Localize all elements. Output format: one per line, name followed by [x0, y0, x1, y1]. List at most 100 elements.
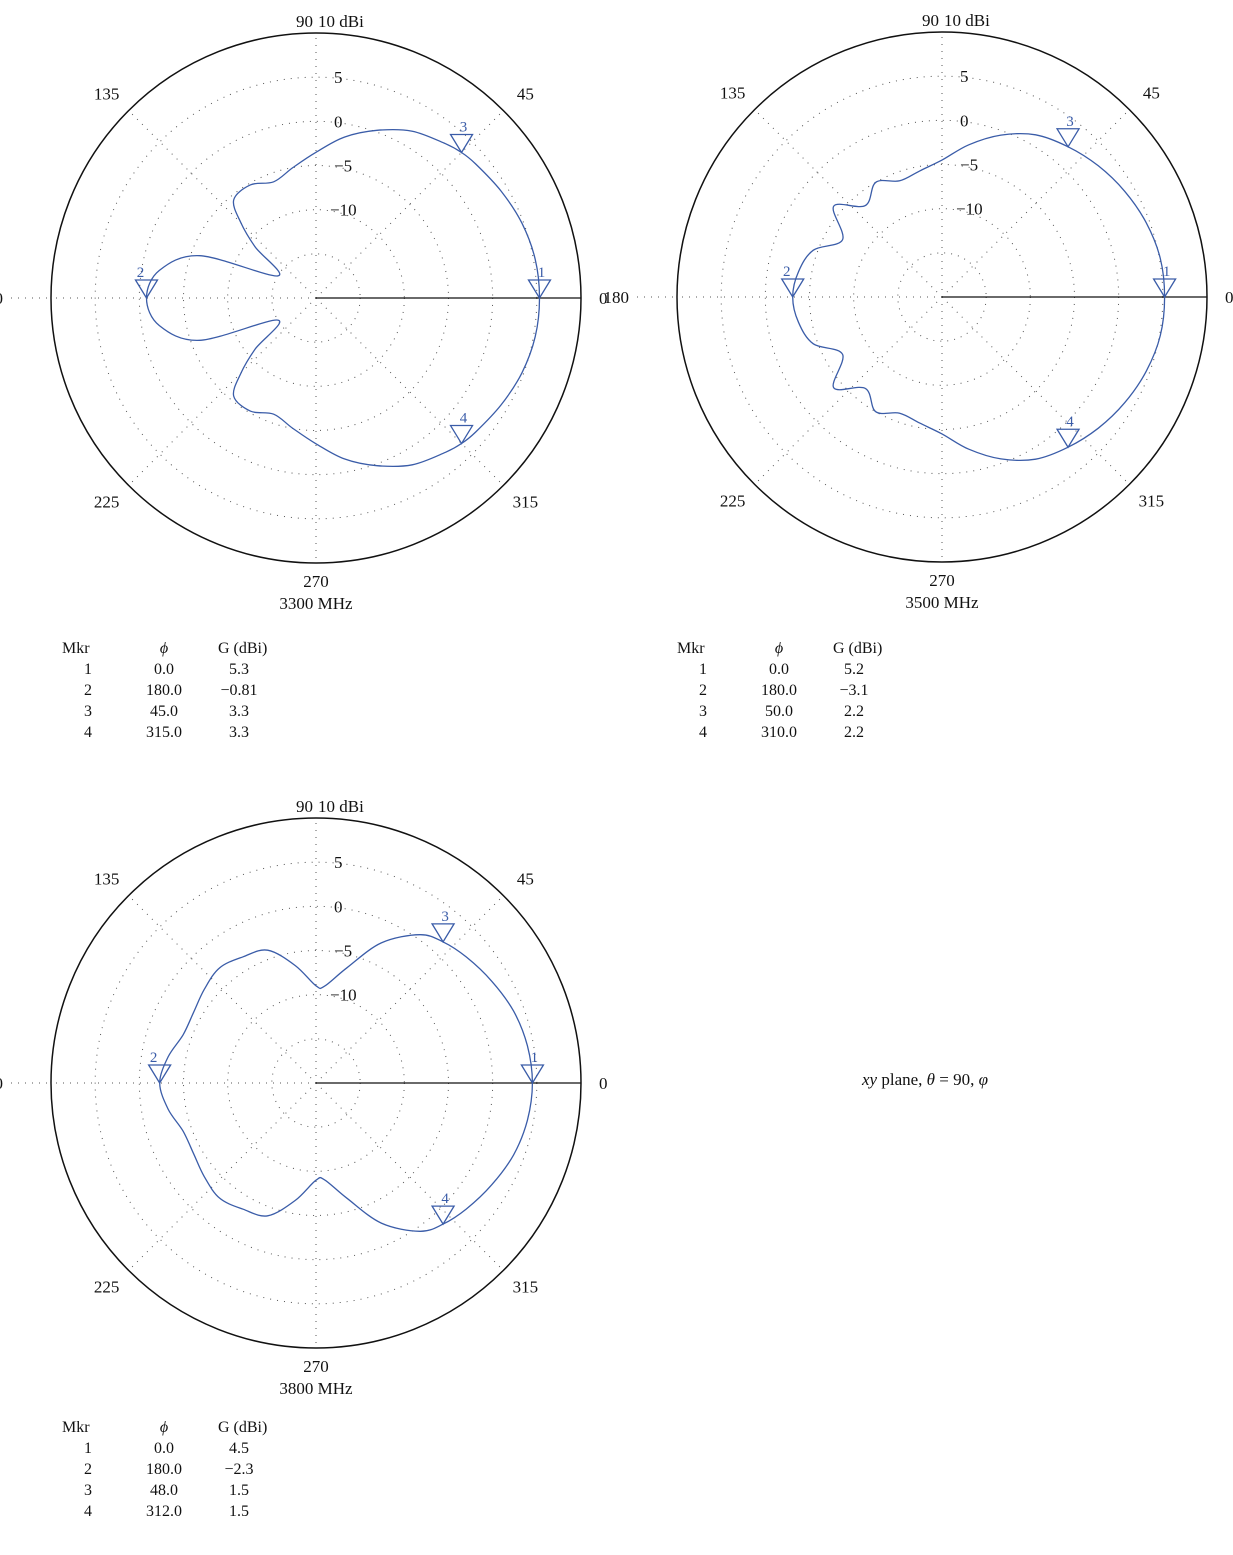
radial-tick-label: 5: [334, 68, 343, 87]
marker-triangle-2: [147, 1064, 172, 1085]
grid-spoke: [128, 297, 317, 486]
header-mkr: Mkr: [677, 639, 705, 657]
table-header-row: Mkr ϕ G (dBi): [677, 638, 889, 659]
radial-tick-label: 0: [334, 112, 343, 131]
marker-number-2: 2: [783, 264, 791, 280]
cell-phi: 180.0: [146, 1460, 182, 1478]
cell-mkr: 4: [84, 1502, 92, 1520]
cell-phi: 45.0: [150, 702, 178, 720]
cell-mkr: 4: [84, 723, 92, 741]
angle-label-180: 180: [0, 1074, 3, 1093]
marker-number-1: 1: [531, 1050, 539, 1066]
angle-label-315: 315: [513, 492, 539, 511]
angle-label-0: 0: [599, 289, 608, 308]
angle-label-180: 180: [604, 288, 630, 307]
cell-phi: 180.0: [146, 681, 182, 699]
cell-phi: 315.0: [146, 723, 182, 741]
table-row: 4 312.0 1.5: [62, 1501, 274, 1522]
cell-gain: 3.3: [229, 723, 249, 741]
header-mkr: Mkr: [62, 639, 90, 657]
radial-tick-label: 0: [334, 897, 343, 916]
table-header-row: Mkr ϕ G (dBi): [62, 1417, 274, 1438]
radial-tick-label: −5: [960, 156, 978, 175]
angle-label-90: 90: [296, 797, 313, 816]
grid-spoke: [128, 1082, 317, 1271]
grid-spoke: [315, 1082, 504, 1271]
table-row: 4 310.0 2.2: [677, 722, 889, 743]
cell-phi: 180.0: [761, 681, 797, 699]
marker-triangle-2: [780, 278, 805, 299]
marker-number-1: 1: [538, 265, 546, 281]
marker-triangle-4: [1055, 428, 1081, 449]
table-row: 2 180.0 −2.3: [62, 1459, 274, 1480]
cell-mkr: 2: [84, 681, 92, 699]
cell-phi: 0.0: [154, 1439, 174, 1457]
cell-mkr: 2: [84, 1460, 92, 1478]
caption-phi: φ: [978, 1070, 989, 1089]
caption-plane: plane,: [877, 1070, 927, 1089]
table-row: 4 315.0 3.3: [62, 722, 274, 743]
marker-number-4: 4: [441, 1191, 449, 1207]
marker-triangle-1: [1152, 278, 1177, 299]
marker-triangle-4: [430, 1205, 456, 1226]
header-phi: ϕ: [159, 1418, 169, 1436]
cell-mkr: 1: [84, 660, 92, 678]
cell-gain: 3.3: [229, 702, 249, 720]
grid-spoke: [315, 297, 504, 486]
radial-tick-label: 0: [960, 111, 969, 130]
radial-tick-label: −10: [330, 986, 357, 1005]
marker-triangle-4: [449, 424, 474, 445]
cell-phi: 310.0: [761, 723, 797, 741]
frequency-label: 3800 MHz: [279, 1379, 353, 1398]
table-header-row: Mkr ϕ G (dBi): [62, 638, 274, 659]
outer-circle: [50, 32, 582, 564]
angle-label-135: 135: [720, 83, 746, 102]
table-row: 3 50.0 2.2: [677, 701, 889, 722]
angle-label-270: 270: [303, 1357, 329, 1376]
angle-label-135: 135: [94, 84, 120, 103]
radial-unit-label: 10 dBi: [944, 11, 990, 30]
caption-xy: xy: [862, 1070, 878, 1089]
polar-chart-3500mhz: 0 45 90 135 180 225 270 315 10 dBi 5 0 −5 −10 3500 MH…: [604, 11, 1233, 612]
angle-label-315: 315: [513, 1277, 539, 1296]
header-gain: G (dBi): [218, 1418, 268, 1436]
cell-gain: 1.5: [229, 1502, 249, 1520]
cell-gain: −0.81: [220, 681, 258, 699]
marker-number-3: 3: [441, 909, 449, 925]
cell-phi: 312.0: [146, 1502, 182, 1520]
plane-caption: xy plane, θ = 90, φ: [862, 1070, 988, 1090]
cell-gain: −2.3: [224, 1460, 254, 1478]
angle-label-225: 225: [720, 491, 746, 510]
angle-label-45: 45: [517, 84, 534, 103]
cell-gain: −3.1: [839, 681, 869, 699]
angle-label-90: 90: [296, 12, 313, 31]
cell-mkr: 2: [699, 681, 707, 699]
header-gain: G (dBi): [833, 639, 883, 657]
angle-label-45: 45: [1143, 83, 1160, 102]
marker-table-3800mhz: Mkr ϕ G (dBi) 1 0.0 4.5 2 180.0 −2.3 3 48.0 1.5 4…: [62, 1417, 274, 1522]
angle-label-0: 0: [1225, 288, 1233, 307]
cell-mkr: 3: [699, 702, 707, 720]
marker-table-3300mhz: Mkr ϕ G (dBi) 1 0.0 5.3 2 180.0 −0.81 3 45.0 3.3…: [62, 638, 274, 743]
radial-tick-label: −10: [956, 200, 983, 219]
caption-theta: θ: [926, 1070, 936, 1089]
polar-chart-3300mhz: 0 45 90 135 180 225 270 315 10 dBi 5 0 −5 −10 3300 MH…: [0, 12, 608, 613]
cell-mkr: 1: [699, 660, 707, 678]
table-row: 2 180.0 −0.81: [62, 680, 274, 701]
marker-triangle-2: [134, 279, 159, 300]
radial-unit-label: 10 dBi: [318, 797, 364, 816]
cell-phi: 48.0: [150, 1481, 178, 1499]
marker-number-4: 4: [460, 411, 468, 427]
grid-spoke: [754, 296, 943, 485]
cell-gain: 2.2: [844, 723, 864, 741]
angle-label-270: 270: [929, 571, 955, 590]
marker-triangle-1: [520, 1064, 545, 1085]
table-row: 3 48.0 1.5: [62, 1480, 274, 1501]
marker-number-3: 3: [460, 119, 468, 135]
frequency-label: 3300 MHz: [279, 594, 353, 613]
table-row: 1 0.0 4.5: [62, 1438, 274, 1459]
header-phi: ϕ: [774, 639, 784, 657]
cell-mkr: 1: [84, 1439, 92, 1457]
angle-label-270: 270: [303, 572, 329, 591]
cell-mkr: 3: [84, 702, 92, 720]
